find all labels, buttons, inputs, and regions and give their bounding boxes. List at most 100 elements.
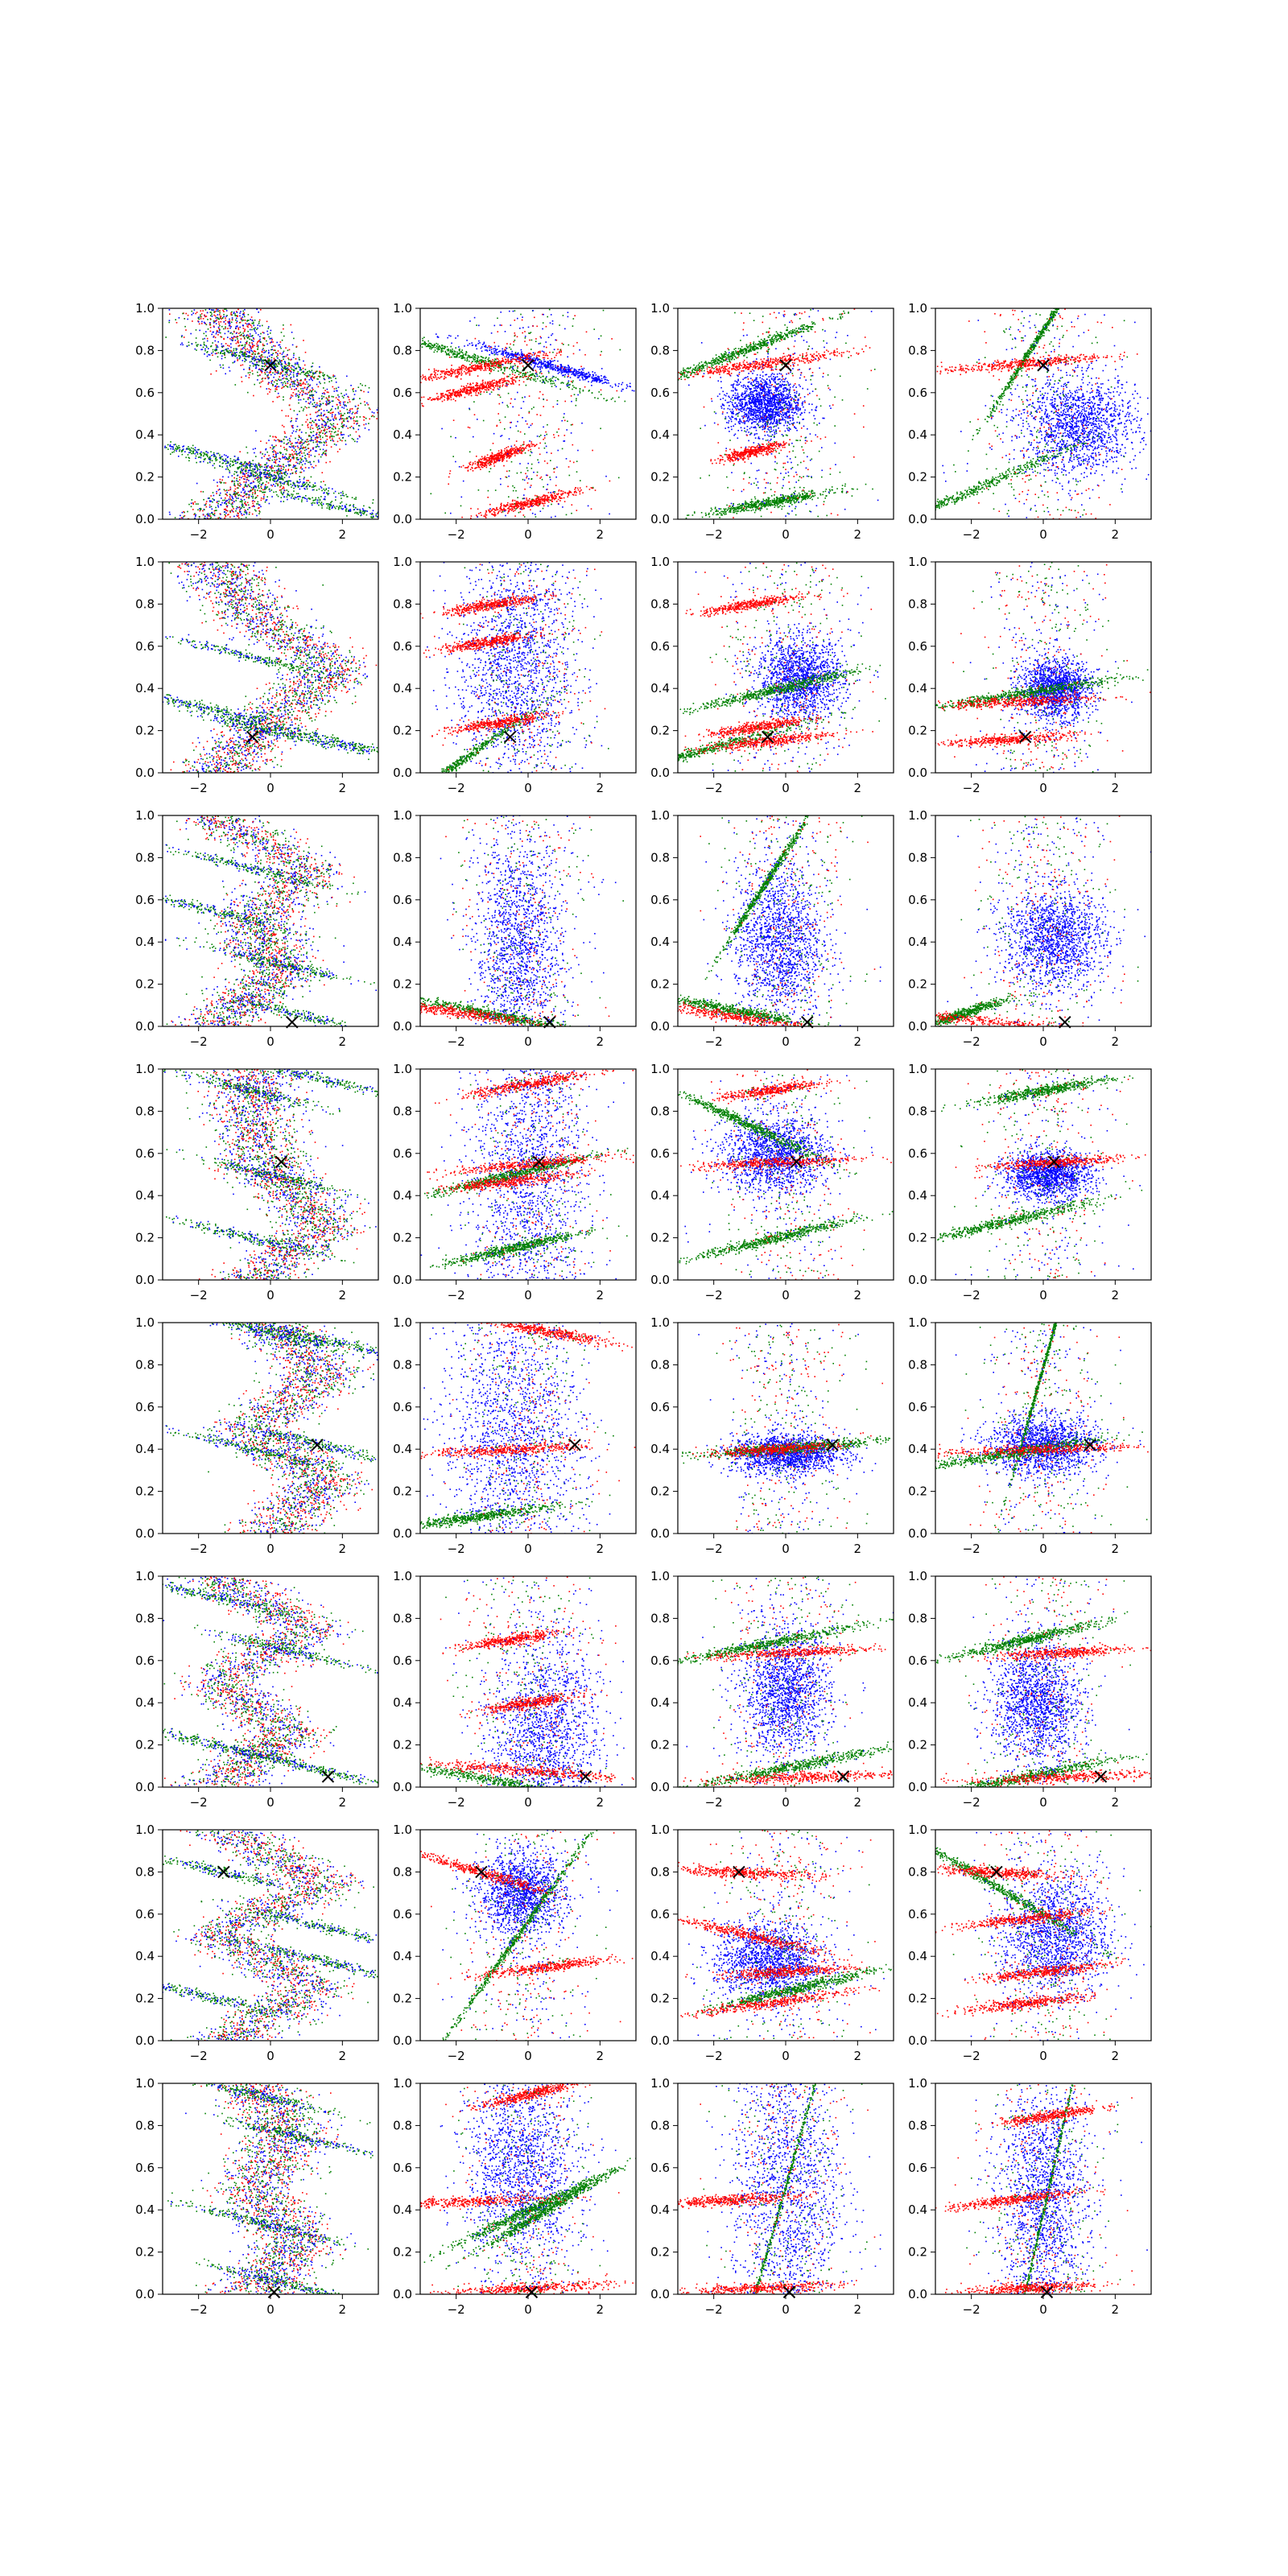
red-point: [303, 447, 304, 448]
blue-point: [296, 375, 298, 377]
green-point: [307, 489, 308, 490]
red-point: [305, 393, 307, 394]
red-point: [324, 453, 326, 455]
blue-point: [277, 357, 279, 359]
red-point: [293, 392, 295, 394]
green-point: [301, 499, 303, 501]
green-point: [270, 474, 271, 476]
red-point: [290, 459, 291, 460]
blue-point: [211, 455, 213, 456]
green-point: [406, 335, 407, 336]
red-point: [251, 353, 253, 355]
green-point: [262, 369, 264, 370]
blue-point: [304, 463, 306, 464]
green-point: [355, 498, 357, 500]
red-point: [456, 369, 458, 370]
green-point: [236, 349, 237, 351]
blue-point: [443, 528, 444, 530]
green-point: [284, 477, 286, 479]
blue-point: [354, 394, 356, 395]
red-point: [279, 440, 281, 442]
green-point: [336, 317, 337, 319]
green-point: [466, 361, 468, 362]
blue-point: [288, 464, 290, 465]
red-point: [272, 485, 274, 487]
blue-point: [264, 469, 266, 471]
green-point: [551, 380, 552, 382]
blue-point: [248, 323, 250, 324]
green-point: [407, 335, 408, 336]
red-point: [334, 388, 336, 390]
blue-point: [223, 368, 225, 369]
red-point: [310, 427, 312, 428]
blue-point: [244, 473, 246, 475]
red-point: [332, 386, 334, 388]
green-point: [233, 349, 235, 350]
green-point: [151, 448, 153, 449]
blue-point: [299, 496, 300, 497]
green-point: [241, 462, 242, 464]
blue-point: [286, 465, 287, 467]
blue-point: [209, 461, 211, 463]
red-point: [227, 345, 229, 346]
green-point: [562, 382, 564, 383]
blue-point: [318, 461, 320, 463]
blue-point: [269, 356, 270, 357]
blue-point: [195, 515, 196, 517]
green-point: [391, 518, 393, 520]
green-point: [198, 449, 200, 451]
blue-point: [258, 369, 260, 370]
blue-point: [254, 465, 255, 467]
green-point: [299, 455, 301, 456]
blue-point: [319, 410, 320, 411]
green-point: [280, 489, 282, 491]
red-point: [383, 419, 385, 421]
green-point: [229, 352, 230, 353]
red-point: [296, 346, 298, 348]
blue-point: [282, 483, 283, 485]
green-point: [320, 436, 321, 437]
green-point: [249, 486, 250, 488]
green-point: [232, 506, 233, 507]
red-point: [461, 374, 463, 376]
green-point: [285, 369, 287, 370]
red-point: [327, 417, 328, 419]
red-point: [220, 514, 221, 515]
blue-point: [287, 499, 288, 501]
blue-point: [507, 354, 509, 356]
red-point: [290, 398, 291, 399]
red-point: [304, 387, 306, 389]
red-point: [243, 312, 245, 314]
red-point: [300, 385, 302, 386]
red-point: [502, 358, 503, 360]
x-tick-label: 0: [266, 527, 275, 542]
blue-point: [255, 365, 257, 367]
green-point: [266, 452, 268, 453]
blue-point: [290, 374, 291, 375]
red-point: [526, 358, 527, 360]
red-point: [322, 419, 324, 421]
red-point: [325, 442, 327, 444]
green-point: [155, 437, 157, 439]
blue-point: [328, 378, 330, 379]
green-point: [259, 511, 261, 513]
green-point: [302, 424, 303, 426]
red-point: [325, 462, 327, 464]
green-point: [241, 345, 242, 346]
green-point: [399, 339, 401, 341]
green-point: [189, 457, 191, 459]
red-point: [258, 353, 260, 355]
green-point: [403, 338, 405, 340]
red-point: [551, 358, 553, 360]
green-point: [210, 315, 212, 316]
blue-point: [213, 454, 215, 456]
green-point: [261, 466, 262, 468]
red-point: [403, 382, 405, 383]
blue-point: [286, 436, 287, 438]
green-point: [367, 322, 369, 324]
red-point: [573, 345, 575, 347]
red-point: [286, 356, 287, 357]
green-point: [215, 507, 217, 509]
blue-point: [547, 361, 549, 362]
red-point: [247, 502, 249, 504]
